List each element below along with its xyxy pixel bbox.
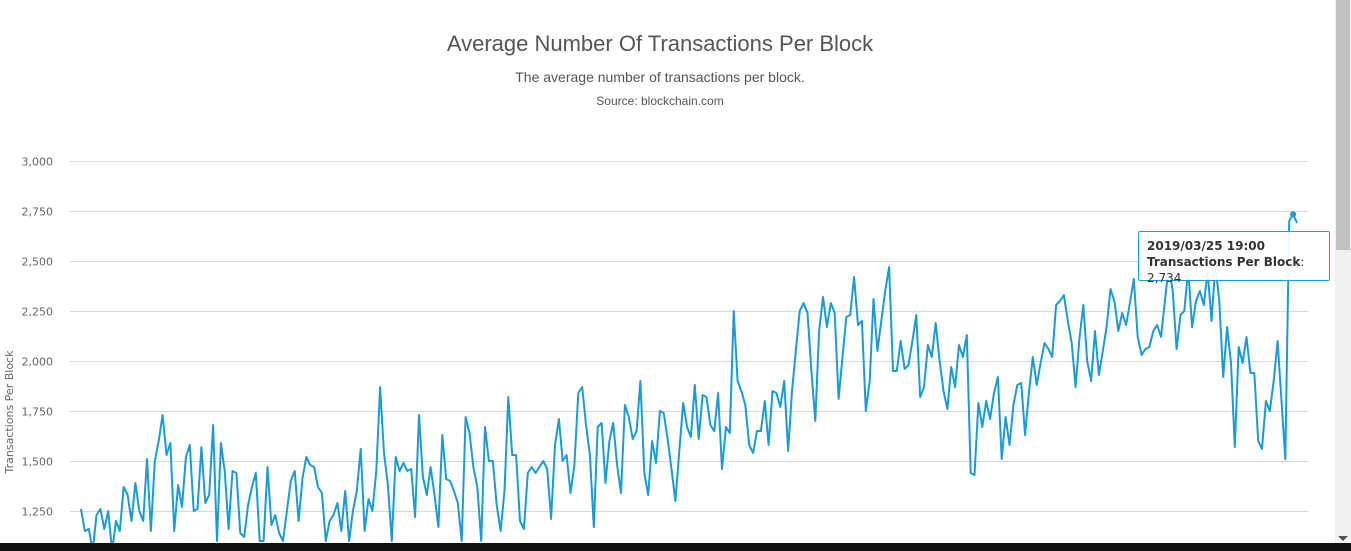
chart-title: Average Number Of Transactions Per Block	[446, 31, 874, 56]
y-tick-label: 1,750	[22, 406, 54, 419]
grid-lines	[70, 161, 1308, 512]
tooltip-value: 2,734	[1147, 271, 1182, 285]
y-tick-label: 2,250	[22, 306, 54, 319]
chart-source: Source: blockchain.com	[596, 94, 724, 108]
y-tick-label: 2,750	[22, 206, 54, 219]
scroll-down-arrow-icon[interactable]	[1338, 536, 1348, 541]
bottom-bar	[0, 543, 1351, 551]
hovered-data-point[interactable]	[1290, 211, 1297, 218]
y-tick-label: 1,500	[22, 456, 54, 469]
chart-subtitle: The average number of transactions per b…	[515, 69, 805, 85]
line-chart: 1,250 1,500 1,750 2,000 2,250 2,500 2,750 3,000…	[3, 156, 1308, 543]
tooltip: 2019/03/25 19:00 Transactions Per Block:…	[1138, 231, 1330, 285]
tooltip-series-label: Transactions Per Block	[1147, 255, 1301, 269]
y-tick-label: 1,250	[22, 506, 54, 519]
tooltip-date: 2019/03/25 19:00	[1147, 239, 1265, 253]
vertical-scrollbar[interactable]	[1335, 0, 1351, 543]
series-line-transactions-per-block[interactable]	[80, 213, 1298, 543]
y-tick-label: 3,000	[22, 156, 54, 169]
scrollbar-thumb[interactable]	[1336, 0, 1350, 250]
y-tick-label: 2,500	[22, 256, 54, 269]
y-axis-label: Transactions Per Block	[3, 350, 16, 475]
data-points	[1290, 211, 1297, 218]
y-tick-label: 2,000	[22, 356, 54, 369]
y-axis-ticks: 1,250 1,500 1,750 2,000 2,250 2,500 2,750 3,000	[22, 156, 54, 519]
